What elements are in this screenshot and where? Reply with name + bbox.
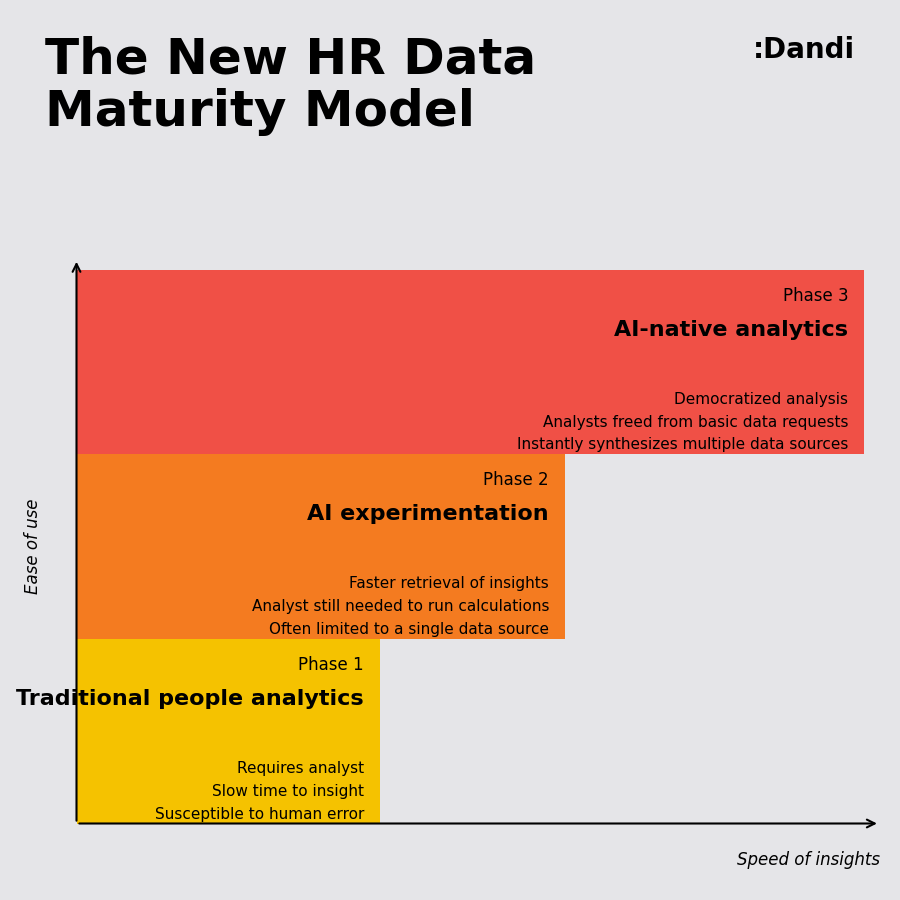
Text: Traditional people analytics: Traditional people analytics	[16, 689, 364, 709]
Text: AI experimentation: AI experimentation	[308, 504, 549, 524]
Text: :Dandi: :Dandi	[753, 36, 855, 64]
Bar	[76, 639, 380, 824]
Text: Requires analyst
Slow time to insight
Susceptible to human error: Requires analyst Slow time to insight Su…	[155, 761, 364, 822]
Text: Ease of use: Ease of use	[24, 499, 42, 595]
Bar	[76, 454, 565, 639]
Text: Phase 2: Phase 2	[483, 471, 549, 489]
Text: The New HR Data
Maturity Model: The New HR Data Maturity Model	[45, 36, 536, 136]
Text: AI-native analytics: AI-native analytics	[614, 320, 848, 340]
Text: Democratized analysis
Analysts freed from basic data requests
Instantly synthesi: Democratized analysis Analysts freed fro…	[517, 392, 848, 453]
Text: Faster retrieval of insights
Analyst still needed to run calculations
Often limi: Faster retrieval of insights Analyst sti…	[251, 576, 549, 636]
Text: Phase 1: Phase 1	[298, 656, 364, 674]
Text: Speed of insights: Speed of insights	[737, 851, 880, 869]
Bar	[76, 270, 864, 454]
Text: Phase 3: Phase 3	[783, 286, 848, 304]
